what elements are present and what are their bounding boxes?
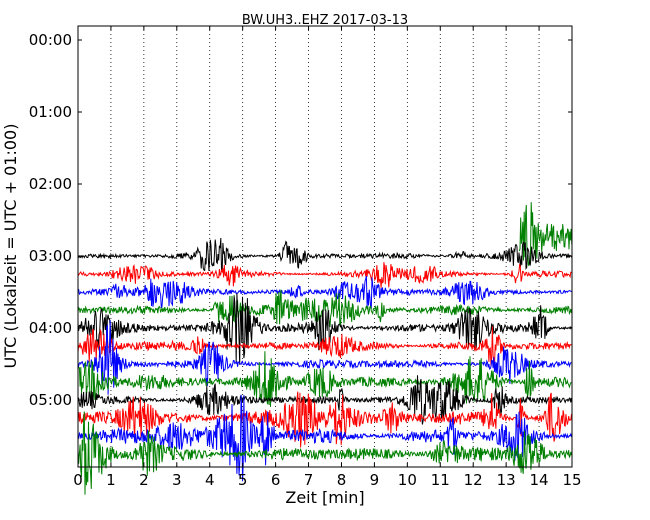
x-axis-label: Zeit [min] <box>285 488 364 507</box>
x-tick-label: 7 <box>304 471 314 489</box>
x-tick-label: 1 <box>106 471 116 489</box>
x-tick-label: 10 <box>398 471 417 489</box>
x-tick-label: 9 <box>370 471 380 489</box>
y-tick-label: 02:00 <box>29 175 72 193</box>
y-axis-label: UTC (Lokalzeit = UTC + 01:00) <box>1 124 20 369</box>
y-tick-label: 05:00 <box>29 391 72 409</box>
trace-03-45 <box>77 289 572 328</box>
x-tick-label: 13 <box>497 471 516 489</box>
x-tick-label: 3 <box>172 471 182 489</box>
x-tick-label: 15 <box>562 471 581 489</box>
x-tick-label: 2 <box>139 471 149 489</box>
plot-frame <box>77 25 573 468</box>
x-tick-label: 14 <box>530 471 549 489</box>
trace-05-00 <box>77 375 572 425</box>
chart-title: BW.UH3..EHZ 2017-03-13 <box>242 13 408 28</box>
y-tick-label: 01:00 <box>29 103 72 121</box>
trace-04-15 <box>77 326 572 367</box>
x-tick-label: 8 <box>337 471 347 489</box>
trace-05-15 <box>77 391 572 448</box>
x-tick-label: 4 <box>205 471 215 489</box>
y-tick-label: 03:00 <box>29 247 72 265</box>
x-tick-label: 6 <box>271 471 281 489</box>
grid-lines <box>110 26 540 467</box>
x-tick-label: 5 <box>238 471 248 489</box>
y-tick-label: 00:00 <box>29 31 72 49</box>
trace-02-45 <box>518 202 573 267</box>
x-tick-label: 12 <box>464 471 483 489</box>
traces <box>77 202 573 495</box>
trace-03-30 <box>77 275 572 310</box>
trace-04-30 <box>77 320 572 395</box>
ticks: 0 1 2 3 4 5 6 7 8 9 10 11 12 13 14 1500:0001:0002:0003:… <box>29 26 582 489</box>
trace-03-00 <box>77 237 572 272</box>
trace-05-30 <box>77 394 572 482</box>
trace-05-45 <box>77 411 572 495</box>
trace-03-15 <box>77 262 572 288</box>
y-tick-label: 04:00 <box>29 319 72 337</box>
trace-04-45 <box>77 351 572 407</box>
x-tick-label: 0 <box>73 471 83 489</box>
x-tick-label: 11 <box>431 471 450 489</box>
